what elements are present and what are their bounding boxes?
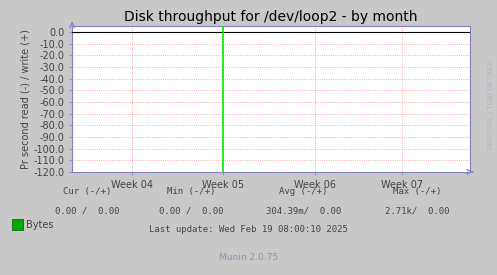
Text: Last update: Wed Feb 19 08:00:10 2025: Last update: Wed Feb 19 08:00:10 2025 (149, 226, 348, 234)
Text: Bytes: Bytes (26, 220, 54, 230)
Y-axis label: Pr second read (-) / write (+): Pr second read (-) / write (+) (20, 29, 30, 169)
Text: 2.71k/  0.00: 2.71k/ 0.00 (385, 206, 450, 215)
Text: 304.39m/  0.00: 304.39m/ 0.00 (265, 206, 341, 215)
Text: 0.00 /  0.00: 0.00 / 0.00 (159, 206, 224, 215)
Text: 0.00 /  0.00: 0.00 / 0.00 (55, 206, 119, 215)
Text: Munin 2.0.75: Munin 2.0.75 (219, 253, 278, 262)
Text: RRDTOOL / TOBI OETIKER: RRDTOOL / TOBI OETIKER (488, 60, 494, 149)
Title: Disk throughput for /dev/loop2 - by month: Disk throughput for /dev/loop2 - by mont… (124, 10, 417, 24)
Text: Max (-/+): Max (-/+) (393, 187, 442, 196)
Text: Cur (-/+): Cur (-/+) (63, 187, 111, 196)
Text: Min (-/+): Min (-/+) (167, 187, 216, 196)
Text: Avg (-/+): Avg (-/+) (279, 187, 328, 196)
